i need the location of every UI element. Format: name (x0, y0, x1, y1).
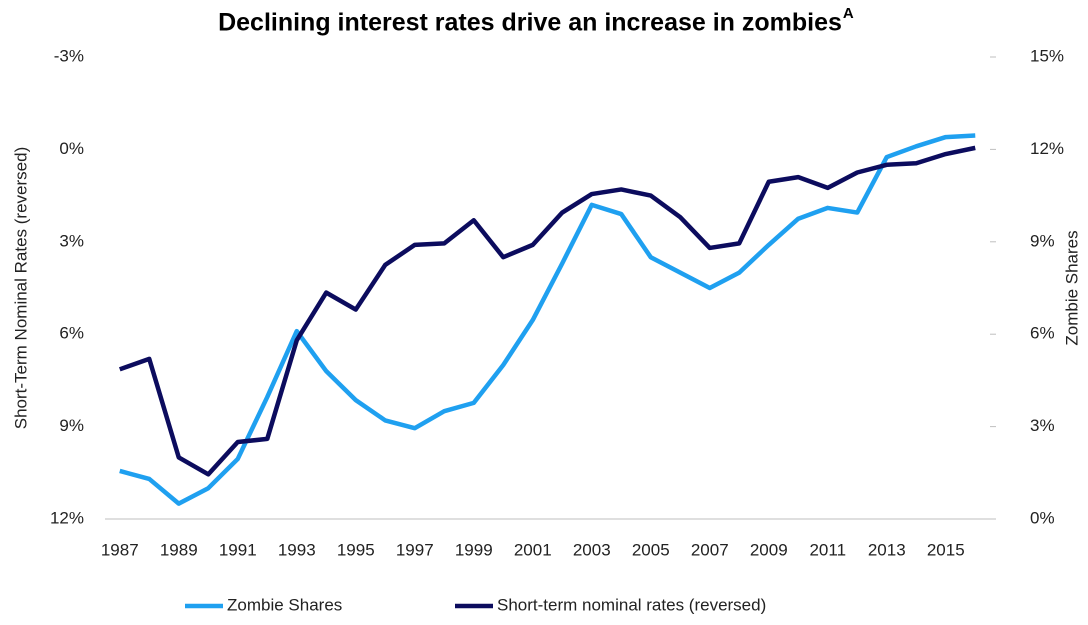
title-superscript: A (843, 5, 854, 22)
x-tick-label: 2003 (573, 540, 611, 559)
y2-tick-label: 12% (1030, 139, 1064, 158)
y2-tick-label: 6% (1030, 324, 1055, 343)
series-line (119, 133, 976, 506)
x-tick-label: 2015 (927, 540, 965, 559)
y-tick-label: 12% (50, 508, 84, 527)
y-tick-label: -3% (54, 46, 84, 65)
y2-tick-label: 15% (1030, 46, 1064, 65)
x-tick-label: 2013 (868, 540, 906, 559)
chart-title: Declining interest rates drive an increa… (218, 9, 842, 37)
x-tick-label: 2011 (809, 540, 846, 559)
x-tick-label: 2005 (632, 540, 670, 559)
y-tick-label: 9% (59, 416, 84, 435)
x-tick-label: 1997 (396, 540, 434, 559)
y-tick-label: 0% (59, 139, 84, 158)
x-tick-label: 2007 (691, 540, 729, 559)
y-tick-label: 3% (59, 231, 84, 250)
legend-label: Zombie Shares (227, 595, 342, 614)
x-tick-label: 1993 (278, 540, 316, 559)
x-tick-label: 1987 (101, 540, 139, 559)
x-tick-label: 2001 (514, 540, 552, 559)
x-tick-label: 1991 (219, 540, 257, 559)
x-tick-label: 1999 (455, 540, 493, 559)
y2-tick-label: 0% (1030, 508, 1055, 527)
y2-tick-label: 9% (1030, 231, 1055, 250)
series-line (118, 145, 976, 477)
x-tick-label: 2009 (750, 540, 788, 559)
y-tick-label: 6% (59, 324, 84, 343)
x-tick-label: 1989 (160, 540, 198, 559)
y-axis-label: Short-Term Nominal Rates (reversed) (11, 147, 30, 429)
y2-axis-label: Zombie Shares (1062, 230, 1081, 345)
y2-tick-label: 3% (1030, 416, 1055, 435)
legend-label: Short-term nominal rates (reversed) (497, 595, 766, 614)
x-tick-label: 1995 (337, 540, 375, 559)
